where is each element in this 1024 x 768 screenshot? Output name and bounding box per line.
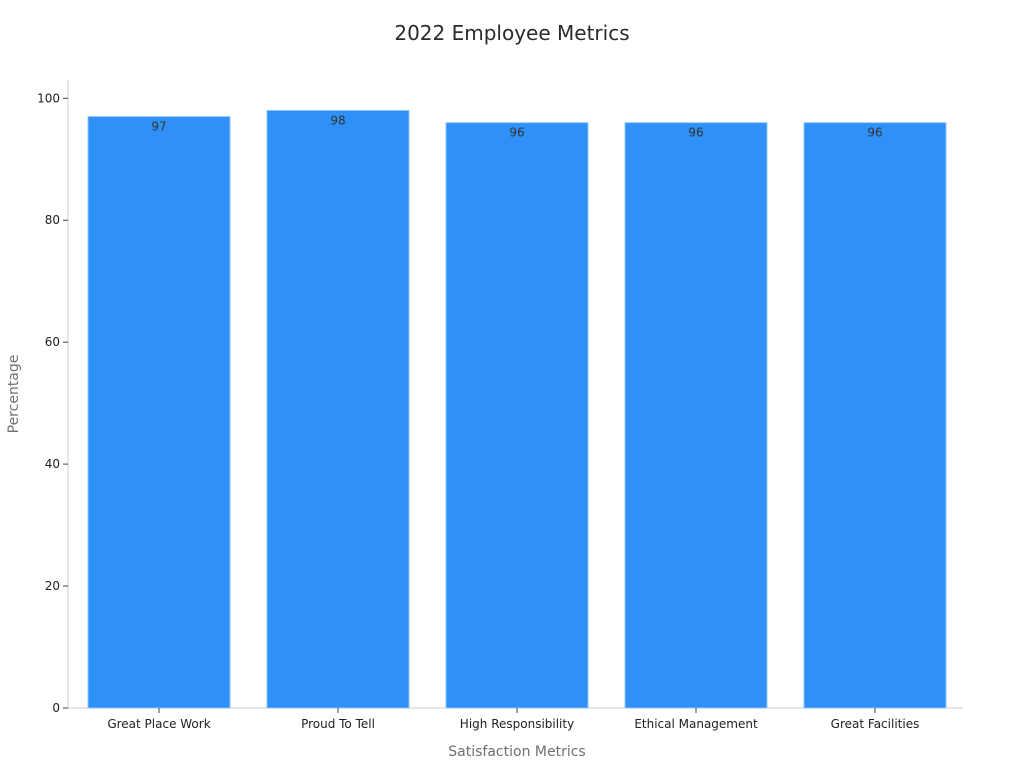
bar-value-label: 98 <box>330 113 345 127</box>
x-tick-label: Great Facilities <box>831 717 920 731</box>
x-ticks-group: Great Place Work Proud To Tell High Respon… <box>107 708 919 731</box>
x-axis-title: Satisfaction Metrics <box>448 744 585 760</box>
bar-value-label: 97 <box>151 120 166 134</box>
bar <box>803 122 947 709</box>
x-tick-label: High Responsibility <box>460 717 574 731</box>
bars-group: 97 98 96 96 96 <box>87 109 947 709</box>
x-tick-label: Proud To Tell <box>301 717 375 731</box>
x-tick-label: Great Place Work <box>107 717 210 731</box>
bar <box>266 109 410 709</box>
bar <box>624 122 768 709</box>
bar <box>87 116 231 709</box>
y-ticks-group: 0 20 40 60 80 100 <box>37 91 68 715</box>
bar-value-label: 96 <box>867 126 882 140</box>
y-tick-label: 40 <box>45 457 60 471</box>
y-tick-label: 20 <box>45 579 60 593</box>
y-tick-label: 60 <box>45 335 60 349</box>
bar-value-label: 96 <box>509 126 524 140</box>
y-tick-label: 0 <box>52 701 60 715</box>
bar <box>445 122 589 709</box>
y-axis-title: Percentage <box>6 355 22 434</box>
plot-area: 97 98 96 96 96 0 20 40 60 80 100 Great Place Work… <box>37 80 963 731</box>
chart-title: 2022 Employee Metrics <box>394 21 629 45</box>
y-tick-label: 80 <box>45 213 60 227</box>
y-tick-label: 100 <box>37 91 60 105</box>
bar-value-label: 96 <box>688 126 703 140</box>
x-tick-label: Ethical Management <box>634 717 758 731</box>
